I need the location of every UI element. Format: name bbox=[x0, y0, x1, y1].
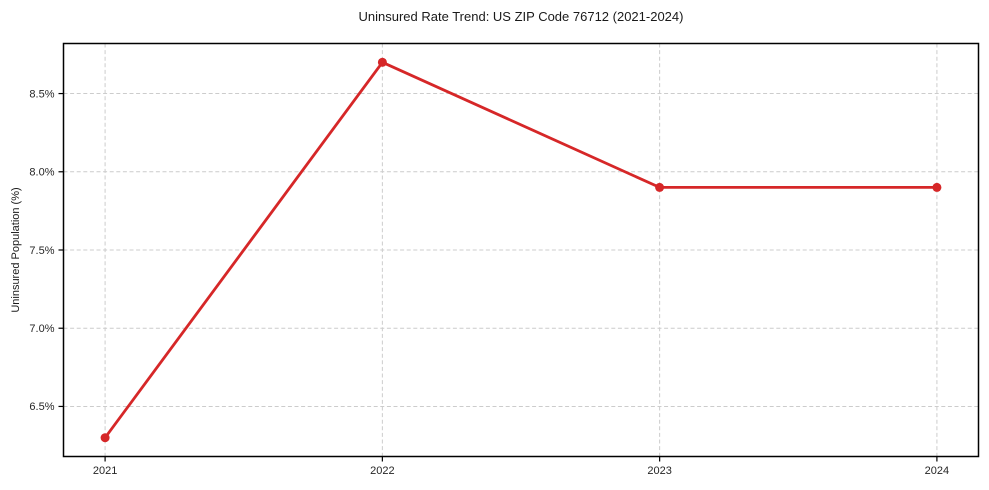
data-point-marker bbox=[932, 182, 942, 192]
y-tick-label: 7.5% bbox=[29, 245, 54, 257]
y-tick-label: 8.5% bbox=[29, 88, 54, 100]
data-point-marker bbox=[655, 182, 665, 192]
y-tick-label: 7.0% bbox=[29, 323, 54, 335]
chart-title: Uninsured Rate Trend: US ZIP Code 76712 … bbox=[358, 9, 684, 24]
x-tick-label: 2023 bbox=[647, 465, 671, 477]
x-tick-label: 2021 bbox=[93, 465, 117, 477]
y-tick-label: 8.0% bbox=[29, 167, 54, 179]
trend-line bbox=[103, 60, 939, 440]
x-tick-label: 2024 bbox=[925, 465, 949, 477]
y-tick-label: 6.5% bbox=[29, 401, 54, 413]
x-tick-label: 2022 bbox=[370, 465, 394, 477]
data-point-marker bbox=[100, 433, 110, 443]
data-point-marker bbox=[377, 57, 387, 67]
axes-frame bbox=[62, 42, 980, 458]
